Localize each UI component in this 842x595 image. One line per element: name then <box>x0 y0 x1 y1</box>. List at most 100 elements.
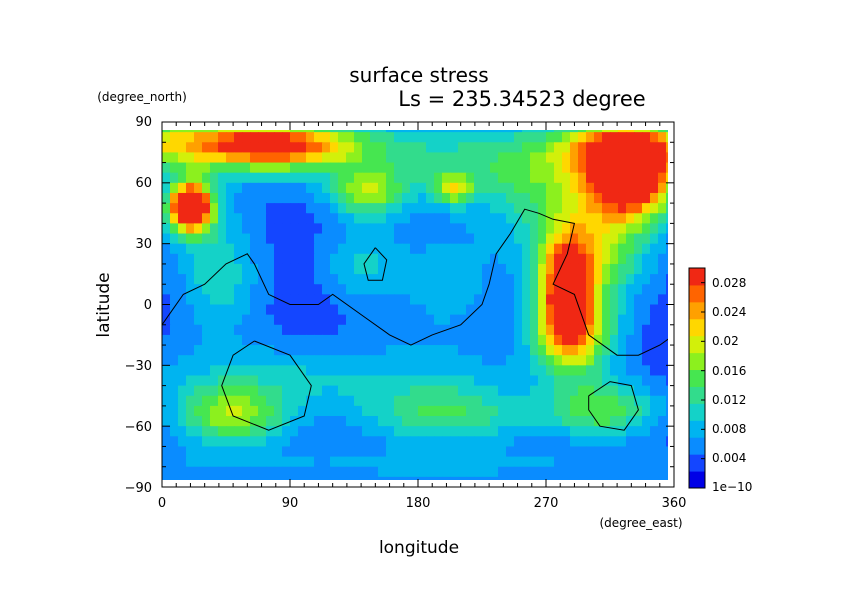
field-cell <box>482 132 491 143</box>
field-cell <box>362 416 371 427</box>
field-cell <box>538 456 547 468</box>
field-cell <box>506 213 515 224</box>
field-cell <box>202 334 211 346</box>
field-cell <box>346 274 355 285</box>
field-cell <box>522 405 531 417</box>
field-cell <box>666 253 668 265</box>
field-cell <box>618 446 627 458</box>
field-cell <box>554 416 563 427</box>
field-cell <box>402 385 411 397</box>
field-cell <box>546 324 555 336</box>
field-cell <box>170 223 179 235</box>
field-cell <box>386 132 395 143</box>
field-cell <box>250 253 259 265</box>
field-cell <box>362 162 371 174</box>
field-cell <box>202 456 211 468</box>
field-cell <box>402 395 411 407</box>
field-cell <box>226 243 235 255</box>
field-cell <box>450 304 459 316</box>
field-cell <box>274 172 283 184</box>
field-cell <box>322 172 331 184</box>
field-cell <box>482 274 491 285</box>
field-cell <box>650 375 659 387</box>
field-cell <box>274 314 283 326</box>
field-cell <box>170 142 179 154</box>
field-cell <box>642 385 651 397</box>
field-cell <box>338 446 347 458</box>
field-cell <box>218 130 227 133</box>
field-cell <box>482 233 491 245</box>
field-cell <box>394 395 403 407</box>
field-cell <box>322 375 331 387</box>
field-cell <box>586 446 595 458</box>
field-cell <box>234 203 243 214</box>
field-cell <box>226 365 235 377</box>
field-cell <box>258 314 267 326</box>
field-cell <box>530 314 539 326</box>
field-cell <box>386 476 395 480</box>
field-cell <box>410 192 419 204</box>
field-cell <box>250 375 259 387</box>
field-cell <box>314 142 323 154</box>
field-cell <box>442 192 451 204</box>
field-cell <box>346 365 355 377</box>
field-cell <box>178 294 187 306</box>
field-cell <box>626 345 635 356</box>
field-cell <box>322 334 331 346</box>
field-cell <box>658 223 667 235</box>
field-cell <box>618 324 627 336</box>
field-cell <box>314 172 323 184</box>
field-cell <box>202 294 211 306</box>
field-cell <box>442 294 451 306</box>
field-cell <box>586 172 595 184</box>
field-cell <box>466 345 475 356</box>
field-cell <box>346 426 355 437</box>
field-cell <box>538 436 547 448</box>
field-cell <box>266 182 275 194</box>
field-cell <box>650 304 659 316</box>
field-cell <box>506 203 515 214</box>
field-cell <box>514 334 523 346</box>
field-cell <box>610 304 619 316</box>
field-cell <box>250 355 259 366</box>
field-cell <box>498 243 507 255</box>
field-cell <box>386 130 395 133</box>
field-cell <box>554 233 563 245</box>
field-cell <box>234 162 243 174</box>
field-cell <box>490 314 499 326</box>
field-cell <box>338 192 347 204</box>
field-cell <box>290 456 299 468</box>
contour-line <box>588 381 639 431</box>
field-cell <box>410 130 419 133</box>
field-cell <box>474 274 483 285</box>
field-cell <box>458 314 467 326</box>
field-cell <box>194 324 203 336</box>
field-cell <box>274 243 283 255</box>
field-cell <box>506 334 515 346</box>
field-cell <box>330 365 339 377</box>
field-cell <box>170 375 179 387</box>
field-cell <box>490 172 499 184</box>
field-cell <box>610 132 619 143</box>
field-cell <box>442 182 451 194</box>
field-cell <box>498 203 507 214</box>
field-cell <box>546 172 555 184</box>
field-cell <box>250 223 259 235</box>
field-cell <box>434 142 443 154</box>
field-cell <box>474 182 483 194</box>
field-cell <box>442 355 451 366</box>
field-cell <box>634 466 643 478</box>
field-cell <box>250 172 259 184</box>
field-cell <box>378 152 387 164</box>
field-cell <box>602 436 611 448</box>
field-cell <box>410 324 419 336</box>
field-cell <box>330 456 339 468</box>
field-cell <box>538 324 547 336</box>
field-cell <box>218 416 227 427</box>
field-cell <box>202 172 211 184</box>
field-cell <box>362 385 371 397</box>
field-cell <box>642 243 651 255</box>
field-cell <box>634 203 643 214</box>
field-cell <box>530 162 539 174</box>
field-cell <box>282 172 291 184</box>
